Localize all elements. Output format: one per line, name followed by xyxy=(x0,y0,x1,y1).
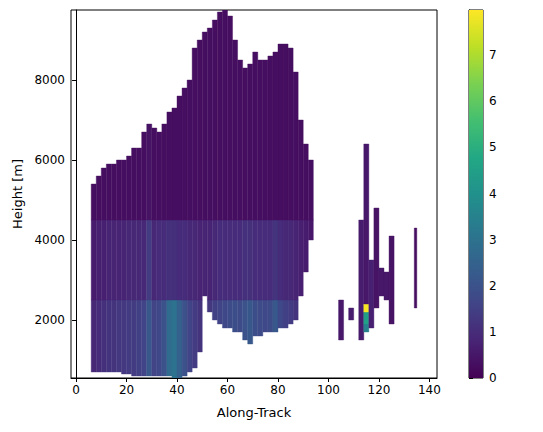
svg-text:120: 120 xyxy=(367,383,390,397)
svg-text:Along-Track: Along-Track xyxy=(217,405,292,420)
svg-text:3: 3 xyxy=(489,233,497,247)
svg-text:20: 20 xyxy=(119,383,134,397)
svg-text:4: 4 xyxy=(489,187,497,201)
svg-text:1: 1 xyxy=(489,325,497,339)
svg-text:6: 6 xyxy=(489,94,497,108)
svg-text:0: 0 xyxy=(72,383,80,397)
svg-text:140: 140 xyxy=(418,383,441,397)
svg-text:80: 80 xyxy=(270,383,285,397)
svg-text:5: 5 xyxy=(489,140,497,154)
svg-text:40: 40 xyxy=(169,383,184,397)
svg-text:6000: 6000 xyxy=(34,153,65,167)
svg-text:4000: 4000 xyxy=(34,233,65,247)
svg-text:Height [m]: Height [m] xyxy=(10,159,25,229)
svg-text:7: 7 xyxy=(489,48,497,62)
svg-text:8000: 8000 xyxy=(34,73,65,87)
svg-text:0: 0 xyxy=(489,371,497,385)
svg-text:2: 2 xyxy=(489,279,497,293)
svg-text:60: 60 xyxy=(220,383,235,397)
svg-text:100: 100 xyxy=(317,383,340,397)
svg-text:2000: 2000 xyxy=(34,313,65,327)
